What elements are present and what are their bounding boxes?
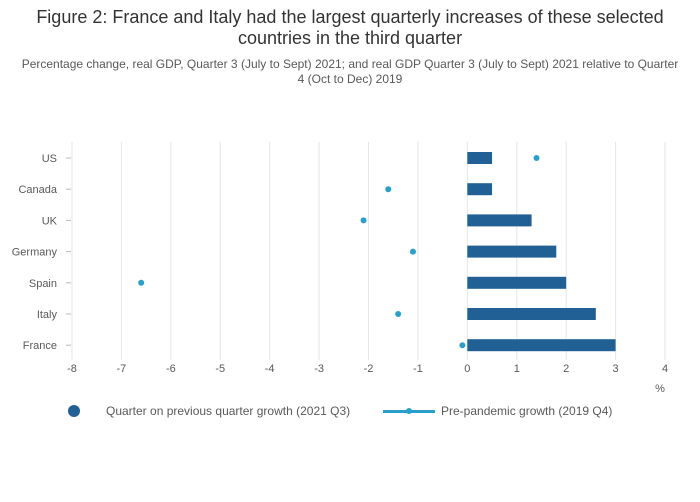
- bar-canada[interactable]: [467, 183, 493, 196]
- point-germany[interactable]: [409, 248, 416, 255]
- x-axis-title: %: [655, 383, 665, 395]
- legend-item-bar[interactable]: Quarter on previous quarter growth (2021…: [68, 404, 350, 418]
- bar-uk[interactable]: [467, 214, 532, 227]
- legend-dot-swatch: [383, 407, 435, 414]
- bar-spain[interactable]: [467, 276, 567, 289]
- chart-title: Figure 2: France and Italy had the large…: [36, 7, 664, 48]
- y-tick-label: Germany: [12, 247, 58, 259]
- bar-italy[interactable]: [467, 308, 596, 320]
- legend-item-dot[interactable]: Pre-pandemic growth (2019 Q4): [383, 404, 612, 418]
- bar-germany[interactable]: [467, 245, 557, 258]
- point-spain[interactable]: [138, 279, 145, 286]
- x-tick-label: 1: [514, 363, 520, 375]
- y-tick-label: Italy: [37, 309, 58, 321]
- x-tick-label: -4: [265, 363, 275, 375]
- x-tick-label: -2: [364, 363, 374, 375]
- x-tick-label: -6: [166, 363, 176, 375]
- x-tick-label: -8: [67, 363, 77, 375]
- y-tick-label: UK: [42, 215, 58, 227]
- y-tick-label: US: [42, 153, 57, 165]
- x-tick-label: -1: [413, 363, 423, 375]
- y-tick-label: France: [23, 340, 57, 352]
- legend-dot-label: Pre-pandemic growth (2019 Q4): [441, 404, 613, 418]
- point-canada[interactable]: [385, 186, 392, 193]
- x-tick-label: -7: [117, 363, 127, 375]
- bar-us[interactable]: [467, 152, 493, 164]
- legend-bar-label: Quarter on previous quarter growth (2021…: [106, 404, 351, 418]
- chart-subtitle: Percentage change, real GDP, Quarter 3 (…: [21, 57, 679, 86]
- y-tick-label: Spain: [29, 278, 57, 290]
- point-france[interactable]: [459, 342, 466, 349]
- x-tick-label: 3: [613, 363, 619, 375]
- point-uk[interactable]: [360, 217, 367, 224]
- bar-france[interactable]: [467, 339, 616, 352]
- chart-legend: Quarter on previous quarter growth (2021…: [0, 404, 700, 428]
- y-tick-label: Canada: [18, 184, 57, 196]
- x-tick-label: 0: [464, 363, 470, 375]
- x-tick-label: 2: [563, 363, 569, 375]
- legend-bar-swatch: [68, 405, 80, 417]
- x-tick-label: -5: [215, 363, 225, 375]
- bar-chart: -8 -7 -6 -5 -4 -3 -2 -1 0 1 2 3 4 US Canada UK Germany Sp…: [12, 142, 668, 395]
- x-tick-label: -3: [314, 363, 324, 375]
- x-tick-label: 4: [662, 363, 668, 375]
- point-italy[interactable]: [395, 311, 402, 317]
- point-us[interactable]: [533, 155, 540, 161]
